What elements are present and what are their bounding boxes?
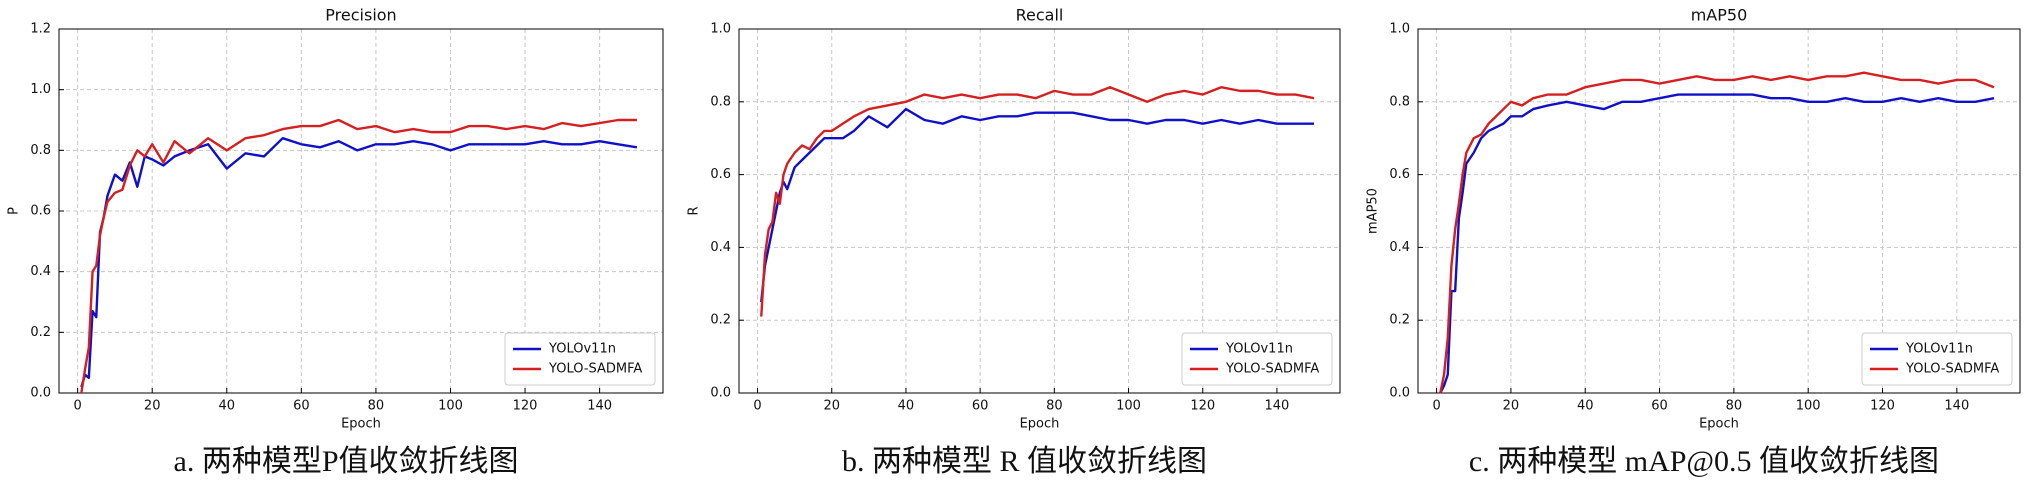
chart-title: Recall: [1016, 6, 1064, 25]
x-tick-label: 0: [74, 399, 82, 414]
y-tick-label: 0.6: [1389, 167, 1410, 182]
line-series: [1439, 71, 1995, 394]
x-tick-label: 40: [898, 399, 915, 414]
legend-label: YOLOv11n: [548, 342, 616, 357]
x-axis-label: Epoch: [1699, 417, 1739, 432]
y-tick-label: 0.2: [1389, 313, 1410, 328]
y-axis-label: R: [687, 206, 702, 215]
x-tick-label: 140: [587, 399, 612, 414]
x-axis-label: Epoch: [1020, 417, 1060, 432]
y-tick-label: 0.4: [1389, 240, 1410, 255]
y-tick-label: 0.6: [710, 167, 731, 182]
y-tick-label: 1.0: [710, 22, 731, 37]
legend-label: YOLOv11n: [1905, 342, 1973, 357]
x-tick-label: 100: [1796, 399, 1821, 414]
x-tick-label: 140: [1944, 399, 1969, 414]
axes-frame: [58, 28, 664, 394]
x-tick-label: 120: [513, 399, 538, 414]
line-series: [760, 107, 1315, 303]
legend-box: [1181, 332, 1333, 386]
x-tick-label: 20: [144, 399, 161, 414]
legend-label: YOLO-SADMFA: [1905, 362, 1999, 377]
legend-label: YOLO-SADMFA: [548, 362, 642, 377]
subplot: Recall 0.0 0.2 0.4 0.6 0.8 1.0 0 20 40 60 80 100 120 1…: [687, 6, 1341, 478]
x-tick-label: 60: [293, 399, 310, 414]
legend-box: [504, 332, 656, 386]
x-tick-label: 40: [219, 399, 236, 414]
line-series: [760, 86, 1315, 317]
chart-title: Precision: [325, 6, 396, 25]
x-tick-label: 20: [1503, 399, 1520, 414]
x-tick-label: 140: [1265, 399, 1290, 414]
legend-box: [1861, 332, 2013, 386]
x-tick-label: 80: [368, 399, 385, 414]
x-tick-label: 100: [1116, 399, 1141, 414]
y-tick-label: 0.4: [30, 264, 51, 279]
legend-label: YOLOv11n: [1225, 342, 1293, 357]
x-tick-label: 0: [753, 399, 761, 414]
axes-frame: [738, 28, 1341, 394]
y-tick-label: 0.0: [1389, 386, 1410, 401]
y-axis-label: P: [7, 207, 22, 215]
legend-label: YOLO-SADMFA: [1225, 362, 1319, 377]
y-tick-label: 0.8: [710, 94, 731, 109]
y-tick-label: 1.0: [30, 82, 51, 97]
x-tick-label: 120: [1190, 399, 1215, 414]
y-tick-label: 0.4: [710, 240, 731, 255]
x-tick-label: 0: [1432, 399, 1440, 414]
y-tick-label: 0.6: [30, 204, 51, 219]
y-tick-label: 0.2: [30, 325, 51, 340]
x-tick-label: 60: [1651, 399, 1668, 414]
subplot: Precision 0.0 0.2 0.4 0.6 0.8 1.0 1.2 0 20 40 60 80 1…: [7, 6, 664, 478]
x-tick-label: 120: [1870, 399, 1895, 414]
y-axis-label: mAP50: [1366, 188, 1381, 234]
x-tick-label: 80: [1046, 399, 1063, 414]
x-tick-label: 20: [823, 399, 840, 414]
x-axis-label: Epoch: [341, 417, 381, 432]
y-tick-label: 0.2: [710, 313, 731, 328]
chart-title: mAP50: [1691, 6, 1748, 25]
subplot: mAP50 0.0 0.2 0.4 0.6 0.8 1.0 0 20 40 60 80 100 120 14…: [1366, 6, 2021, 478]
caption: c. 两种模型 mAP@0.5 值收敛折线图: [1469, 445, 1939, 478]
y-tick-label: 1.2: [30, 22, 51, 37]
x-tick-label: 80: [1726, 399, 1743, 414]
line-series: [80, 118, 637, 394]
axes-frame: [1417, 28, 2021, 394]
x-tick-label: 40: [1577, 399, 1594, 414]
y-tick-label: 0.8: [1389, 94, 1410, 109]
y-tick-label: 0.8: [30, 143, 51, 158]
y-tick-label: 0.0: [30, 386, 51, 401]
y-tick-label: 1.0: [1389, 22, 1410, 37]
caption: b. 两种模型 R 值收敛折线图: [842, 445, 1207, 478]
caption: a. 两种模型P值收敛折线图: [174, 445, 519, 478]
x-tick-label: 60: [972, 399, 989, 414]
y-tick-label: 0.0: [710, 386, 731, 401]
line-series: [1439, 93, 1995, 394]
x-tick-label: 100: [438, 399, 463, 414]
